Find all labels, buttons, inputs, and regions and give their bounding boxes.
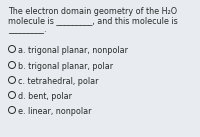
Text: e. linear, nonpolar: e. linear, nonpolar xyxy=(18,107,92,116)
Text: d. bent, polar: d. bent, polar xyxy=(18,92,72,101)
Text: a. trigonal planar, nonpolar: a. trigonal planar, nonpolar xyxy=(18,46,128,55)
Text: The electron domain geometry of the H₂O: The electron domain geometry of the H₂O xyxy=(8,7,177,16)
Text: _________.: _________. xyxy=(8,25,46,34)
Text: c. tetrahedral, polar: c. tetrahedral, polar xyxy=(18,77,99,86)
Text: b. trigonal planar, polar: b. trigonal planar, polar xyxy=(18,62,114,71)
Text: molecule is _________, and this molecule is: molecule is _________, and this molecule… xyxy=(8,16,178,25)
